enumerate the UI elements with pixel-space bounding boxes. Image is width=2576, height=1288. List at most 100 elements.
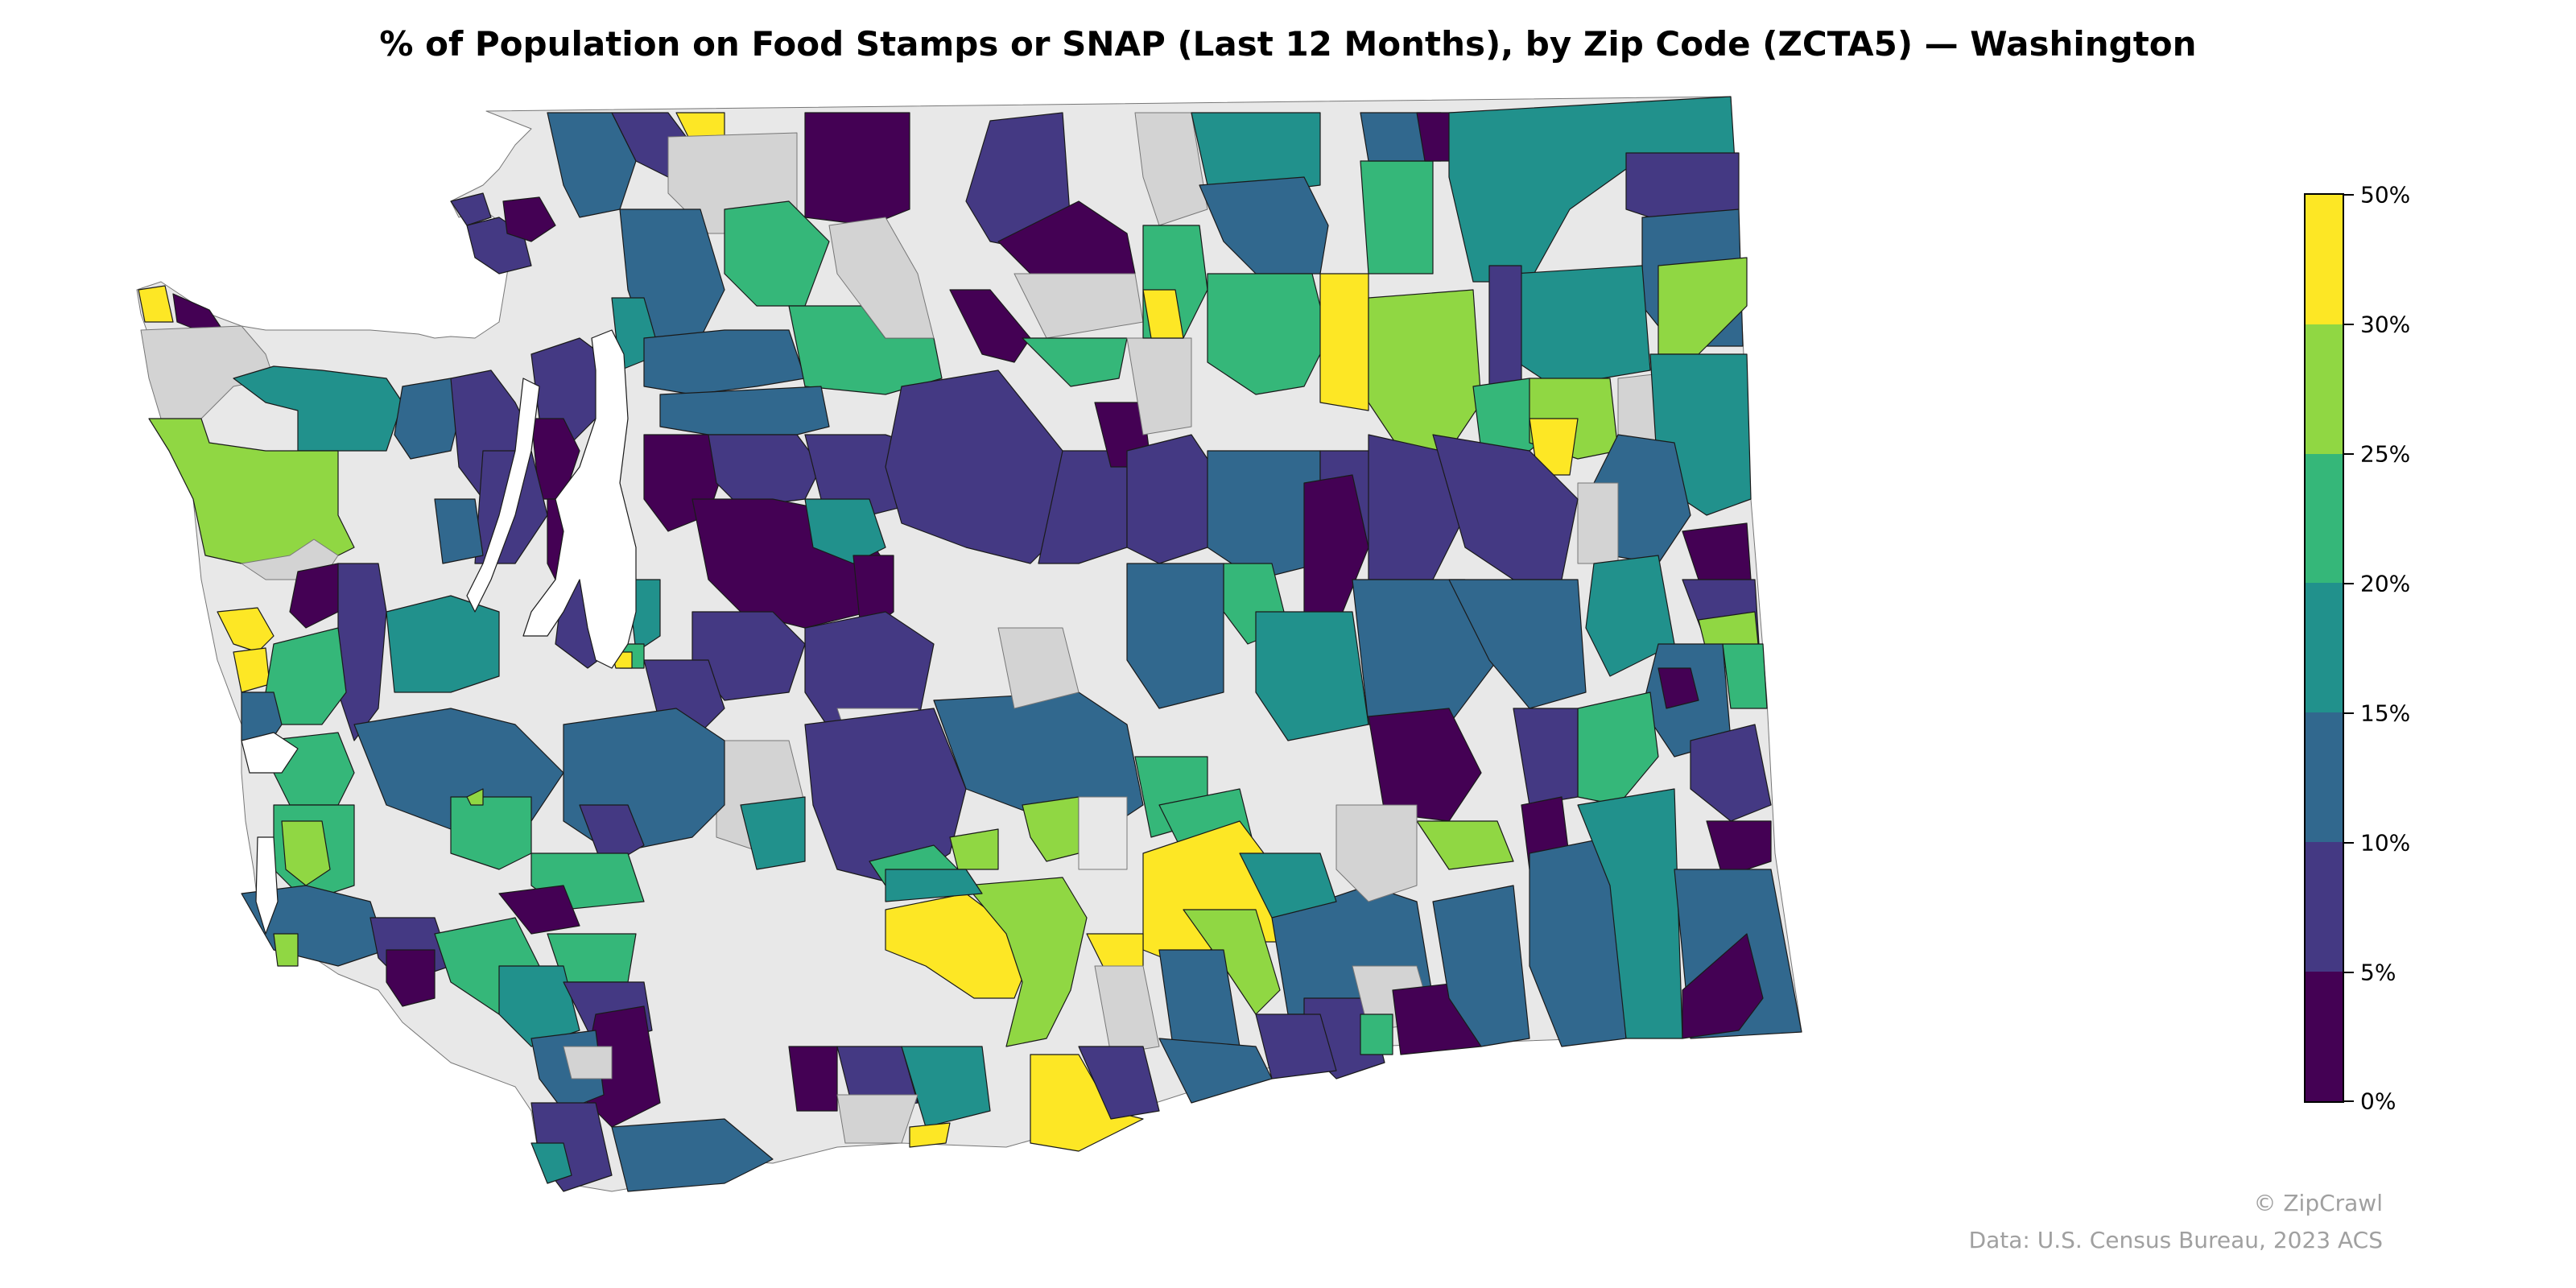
colorbar-tick (2343, 1100, 2354, 1102)
colorbar-tick (2343, 194, 2354, 196)
zcta-region (1448, 96, 1736, 283)
zcta-region (498, 885, 580, 935)
zcta-region (1682, 933, 1764, 1039)
zcta-region (1432, 885, 1530, 1047)
zcta-region (1368, 434, 1466, 580)
colorbar-tick-label: 50% (2360, 181, 2411, 208)
zcta-region (1722, 643, 1768, 709)
colorbar-tick-label: 10% (2360, 829, 2411, 857)
zcta-region (1416, 820, 1514, 870)
colorbar-tick-label: 30% (2360, 311, 2411, 338)
colorbar-legend (2304, 193, 2344, 1103)
zcta-region (1030, 1054, 1144, 1152)
zcta-region (466, 788, 484, 806)
zcta-region (1690, 724, 1772, 822)
zcta-region (1513, 708, 1579, 806)
colorbar-band-15-20 (2306, 583, 2343, 713)
zcta-region (450, 192, 492, 226)
zcta-region (1022, 337, 1128, 387)
zcta-region (1505, 265, 1651, 387)
colorbar-tick (2343, 972, 2354, 973)
colorbar-tick (2343, 324, 2354, 325)
zcta-region (1142, 289, 1184, 339)
zcta-region (804, 112, 910, 226)
zcta-region (1022, 796, 1080, 862)
colorbar-tick (2343, 712, 2354, 714)
zcta-region (289, 563, 339, 629)
zcta-region (901, 1046, 991, 1128)
zcta-region (502, 196, 556, 242)
zcta-region (450, 796, 532, 870)
colorbar-band-5-10 (2306, 842, 2343, 972)
map-title: % of Population on Food Stamps or SNAP (… (379, 24, 2197, 64)
colorbar-band-0-5 (2306, 972, 2343, 1101)
zcta-region (1126, 563, 1224, 709)
colorbar-tick (2343, 583, 2354, 584)
zcta-region (1368, 708, 1482, 822)
zcta-region (1239, 852, 1337, 919)
zcta-region (1657, 257, 1748, 355)
zcta-region (885, 869, 983, 902)
colorbar-band-10-15 (2306, 712, 2343, 843)
willapa-bay-water (255, 836, 279, 935)
zcta-region (611, 1118, 774, 1192)
brand-credit: © ZipCrawl (2253, 1190, 2383, 1216)
zcta-region (1255, 1013, 1337, 1080)
zcta-region (1352, 579, 1498, 725)
zcta-region (1207, 450, 1321, 580)
zcta-region (1094, 965, 1160, 1055)
zcta-region (273, 933, 299, 967)
zcta-region (140, 325, 275, 419)
colorbar-tick-label: 15% (2360, 700, 2411, 727)
hood-canal-water (466, 378, 540, 613)
colorbar-tick (2343, 453, 2354, 455)
data-source-credit: Data: U.S. Census Bureau, 2023 ACS (1968, 1227, 2383, 1253)
zcta-region (217, 607, 275, 653)
zcta-region (997, 627, 1080, 709)
grays-harbor-water (241, 732, 299, 774)
colorbar-band-25-30 (2306, 324, 2343, 454)
zcta-region (1134, 112, 1208, 226)
zcta-region (434, 498, 484, 564)
zcta-region (788, 1046, 838, 1112)
zcta-region (1207, 273, 1329, 395)
zcta-region (1255, 611, 1369, 741)
zcta-region (1577, 788, 1683, 1039)
zcta-region (828, 217, 935, 339)
puget-sound-water (522, 329, 637, 669)
zcta-region (281, 820, 331, 886)
zcta-region (233, 365, 403, 452)
zcta-region (1078, 1046, 1160, 1120)
zcta-region (1368, 289, 1482, 452)
zcta-region (1657, 667, 1699, 709)
colorbar-band-30-50 (2306, 195, 2343, 324)
zcta-region (138, 285, 174, 323)
zcta-region (643, 329, 806, 395)
zcta-region (1360, 1013, 1393, 1055)
zcta-region (1706, 820, 1772, 878)
zcta-region (386, 949, 436, 1007)
zcta-region (148, 418, 355, 564)
zcta-region (1335, 804, 1418, 902)
zcta-region (836, 1094, 919, 1144)
colorbar-tick-label: 20% (2360, 570, 2411, 597)
zcta-region (949, 828, 999, 870)
colorbar-tick-label: 25% (2360, 440, 2411, 468)
zcta-region (659, 386, 830, 436)
zcta-region (1078, 796, 1128, 870)
zcta-region (909, 1122, 951, 1148)
zcta-region (1360, 160, 1434, 275)
zcta-region (1585, 555, 1675, 677)
zcta-region (530, 1142, 572, 1184)
colorbar-tick-label: 0% (2360, 1088, 2396, 1115)
zcta-region (1448, 579, 1587, 709)
zcta-region (1303, 474, 1369, 629)
colorbar-tick-label: 5% (2360, 959, 2396, 986)
colorbar-tick (2343, 842, 2354, 844)
zcta-region (740, 796, 806, 870)
zcta-region (949, 289, 1031, 363)
zcta-region (1577, 482, 1619, 564)
zcta-region (1319, 273, 1369, 411)
zcta-region (885, 369, 1063, 564)
